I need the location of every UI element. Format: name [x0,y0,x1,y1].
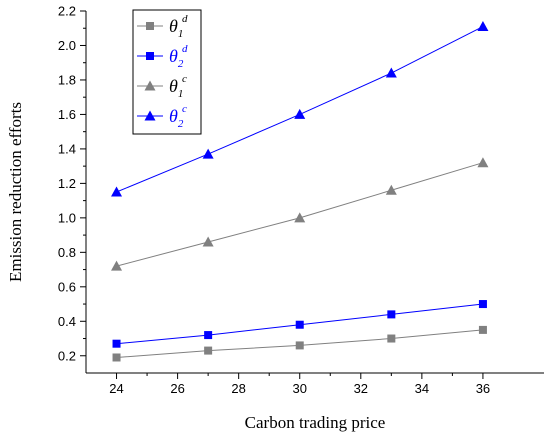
legend-marker [146,52,154,60]
legend-box [132,9,202,135]
x-tick-label: 30 [292,381,306,396]
x-tick-label: 36 [476,381,490,396]
data-point [204,331,213,340]
x-tick-label: 34 [415,381,429,396]
y-tick-label: 0.6 [58,279,76,294]
y-tick-label: 2.0 [58,38,76,53]
data-point [204,346,213,355]
legend-marker [146,22,154,30]
y-tick-label: 1.2 [58,176,76,191]
y-tick-label: 1.8 [58,72,76,87]
y-tick-label: 0.8 [58,245,76,260]
data-point [202,148,214,159]
x-tick-label: 32 [354,381,368,396]
legend-label: θ2 [169,106,184,130]
data-point [478,325,487,334]
data-point [112,353,121,362]
data-point [112,339,121,348]
data-point [477,21,489,32]
legend-superscript: c [182,73,187,85]
y-tick-label: 1.0 [58,210,76,225]
y-axis-title: Emission reduction efforts [6,102,25,282]
x-axis-title: Carbon trading price [245,413,386,432]
y-tick-label: 0.2 [58,348,76,363]
data-point [385,67,397,78]
plot-area: 24 26 28 30 32 34 36 0.2 0.4 0.6 0.8 1.0 1.2 1.4 1.6 1.… [58,4,544,396]
data-point [111,186,123,197]
legend-label: θ1 [169,16,183,40]
data-point [387,310,396,319]
x-tick-label: 28 [231,381,245,396]
data-point [295,320,304,329]
y-tick-label: 1.4 [58,141,76,156]
legend-superscript: d [182,13,188,25]
y-tick-label: 1.6 [58,107,76,122]
data-point [294,108,306,119]
y-tick-label: 2.2 [58,4,76,19]
legend-superscript: c [182,103,187,115]
legend-marker [144,110,156,121]
data-point [387,334,396,343]
legend-marker [144,80,156,91]
data-point [477,157,489,168]
x-tick-label: 24 [109,381,123,396]
data-point [294,212,306,223]
y-tick-label: 0.4 [58,314,76,329]
data-point [478,300,487,309]
x-tick-label: 26 [170,381,184,396]
data-point [202,236,214,247]
legend-superscript: d [182,43,188,55]
legend-label: θ2 [169,46,184,70]
data-point [111,260,123,271]
data-point [385,184,397,195]
legend-label: θ1 [169,76,183,100]
data-point [295,341,304,350]
